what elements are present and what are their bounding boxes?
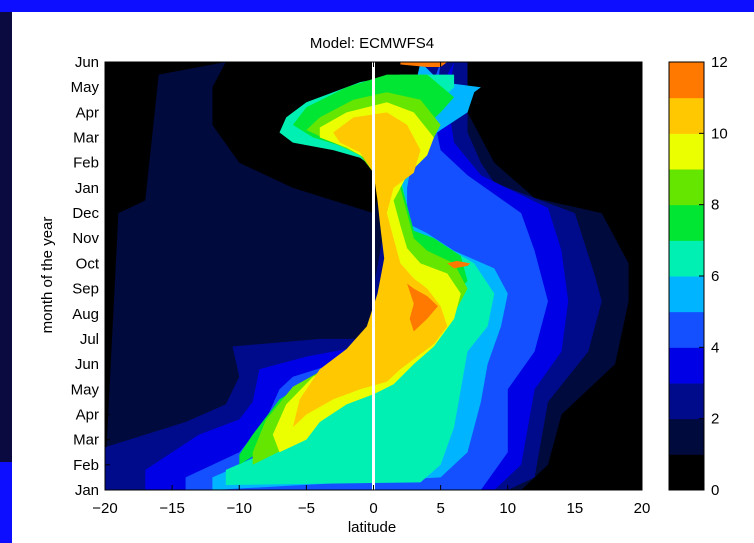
y-tick-label: Aug (72, 306, 99, 323)
x-tick-label: 0 (369, 500, 377, 517)
colorbar-segment (669, 276, 704, 313)
colorbar-segment (669, 97, 704, 134)
y-tick-label: Apr (76, 104, 99, 121)
colorbar-segment (669, 240, 704, 277)
x-tick-label: 5 (436, 500, 444, 517)
y-tick-label: Feb (73, 155, 99, 172)
colorbar-tick-label: 8 (711, 197, 719, 214)
contour-level-11 (400, 62, 448, 67)
y-axis-label: month of the year (39, 217, 56, 334)
chart-title: Model: ECMWFS4 (310, 35, 434, 52)
y-tick-label: Jun (75, 356, 99, 373)
x-tick-label: −15 (159, 500, 184, 517)
slide-edge-strip (0, 12, 12, 462)
contour-level-11 (447, 260, 471, 269)
y-tick-label: Mar (73, 432, 99, 449)
x-axis-ticks: −20 −15 −10 −5 0 5 10 15 20 (92, 62, 650, 517)
colorbar-segment (669, 169, 704, 206)
x-axis-label: latitude (348, 519, 396, 536)
y-tick-label: May (71, 381, 100, 398)
colorbar-segment (669, 204, 704, 241)
contour-level-11 (407, 283, 438, 332)
x-tick-label: 10 (499, 500, 516, 517)
y-tick-label: Jan (75, 482, 99, 499)
x-tick-label: −10 (227, 500, 252, 517)
y-tick-label: Jun (75, 54, 99, 71)
colorbar-segment (669, 133, 704, 170)
contour-bands (105, 62, 642, 490)
y-tick-label: Dec (72, 205, 99, 222)
colorbar-tick-label: 2 (711, 411, 719, 428)
colorbar-tick-label: 12 (711, 54, 728, 71)
y-tick-label: Nov (72, 230, 99, 247)
x-tick-label: −20 (92, 500, 117, 517)
y-tick-label: Mar (73, 130, 99, 147)
y-tick-label: Oct (76, 255, 100, 272)
colorbar-segment (669, 311, 704, 348)
y-axis-ticks: Jan Feb Mar Apr May Jun Jul Aug Sep Oct Nov Dec Jan F… (71, 54, 110, 499)
colorbar-segment (669, 418, 704, 455)
colorbar-ticks: 0 2 4 6 8 10 12 (699, 54, 728, 499)
y-tick-label: Jul (80, 331, 99, 348)
colorbar-tick-label: 0 (711, 482, 719, 499)
contour-level-6 (225, 74, 495, 485)
plot-area (105, 62, 642, 490)
contour-level-10 (292, 112, 448, 428)
colorbar-tick-label: 10 (711, 125, 728, 142)
colorbar-tick-label: 6 (711, 268, 719, 285)
y-tick-label: Sep (72, 281, 99, 298)
colorbar (669, 62, 704, 491)
colorbar-segment (669, 62, 704, 99)
y-tick-label: Apr (76, 406, 99, 423)
colorbar-segment (669, 347, 704, 384)
x-tick-label: 15 (567, 500, 584, 517)
colorbar-segment (669, 454, 704, 491)
x-tick-label: −5 (298, 500, 315, 517)
y-tick-label: May (71, 79, 100, 96)
colorbar-tick-label: 4 (711, 339, 719, 356)
y-tick-label: Feb (73, 457, 99, 474)
colorbar-segment (669, 383, 704, 420)
y-tick-label: Jan (75, 180, 99, 197)
x-tick-label: 20 (634, 500, 651, 517)
